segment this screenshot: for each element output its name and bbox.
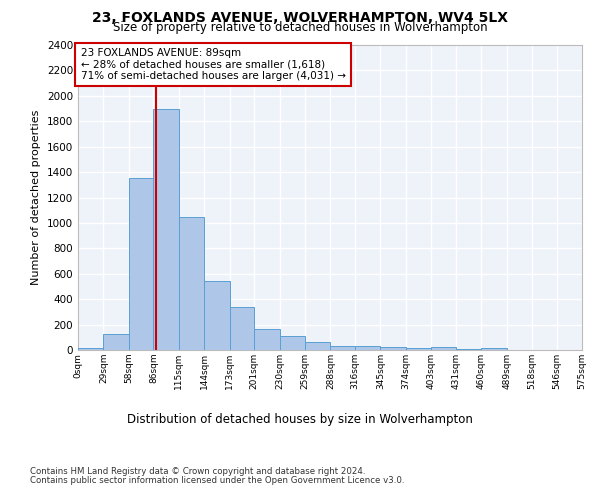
Bar [280, 336, 305, 350]
Bar [305, 342, 331, 350]
Y-axis label: Number of detached properties: Number of detached properties [31, 110, 41, 285]
Bar [380, 347, 406, 350]
Text: Size of property relative to detached houses in Wolverhampton: Size of property relative to detached ho… [113, 22, 487, 35]
Bar [103, 334, 129, 350]
Bar [179, 217, 204, 350]
Text: Distribution of detached houses by size in Wolverhampton: Distribution of detached houses by size … [127, 412, 473, 426]
Text: 23, FOXLANDS AVENUE, WOLVERHAMPTON, WV4 5LX: 23, FOXLANDS AVENUE, WOLVERHAMPTON, WV4 … [92, 11, 508, 25]
Bar [431, 348, 456, 350]
Bar [406, 348, 431, 350]
Text: Contains public sector information licensed under the Open Government Licence v3: Contains public sector information licen… [30, 476, 404, 485]
Bar [204, 282, 230, 350]
Bar [78, 348, 103, 350]
Bar [154, 108, 179, 350]
Text: Contains HM Land Registry data © Crown copyright and database right 2024.: Contains HM Land Registry data © Crown c… [30, 468, 365, 476]
Bar [129, 178, 154, 350]
Bar [331, 346, 355, 350]
Bar [355, 346, 380, 350]
Bar [230, 308, 254, 350]
Bar [481, 348, 506, 350]
Bar [254, 329, 280, 350]
Text: 23 FOXLANDS AVENUE: 89sqm
← 28% of detached houses are smaller (1,618)
71% of se: 23 FOXLANDS AVENUE: 89sqm ← 28% of detac… [80, 48, 346, 82]
